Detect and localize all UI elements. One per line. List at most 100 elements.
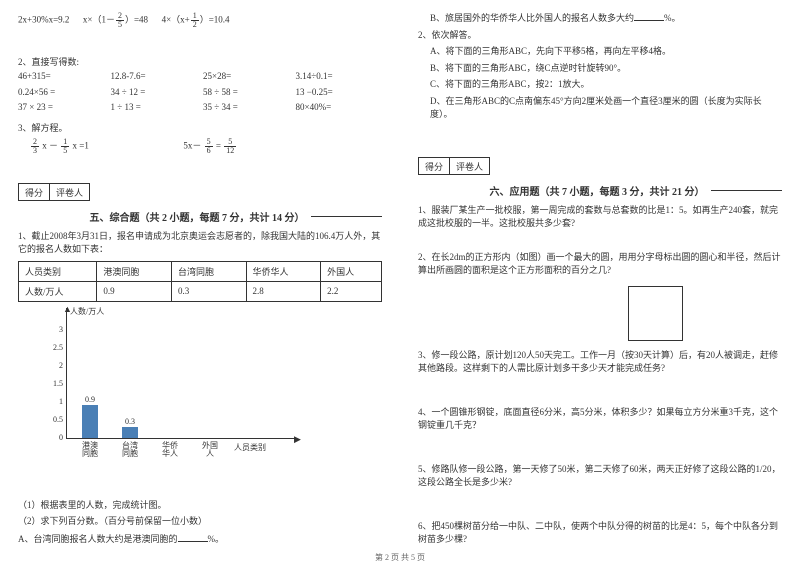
eq3a-post: x =1	[70, 140, 89, 150]
reviewer-label: 评卷人	[50, 184, 89, 200]
q5-1b: （2）求下列百分数。（百分号前保留一位小数）	[18, 515, 382, 529]
ytick: 1.5	[48, 379, 63, 388]
bar-label: 0.9	[80, 395, 100, 404]
eq1c-pre: 4×（x+	[162, 15, 190, 25]
section-2: 2、直接写得数:	[18, 55, 382, 68]
q6-5: 5、修路队修一段公路，第一天修了50米，第二天修了60米，两天正好修了这段公路的…	[418, 463, 782, 490]
eq3b-eq: =	[214, 140, 224, 150]
eq3b-f2: 512	[224, 138, 236, 155]
q6-2: 2、在长2dm的正方形内（如图）画一个最大的圆，用用分字母标出圆的圆心和半径，然…	[418, 251, 782, 278]
q5-1d: B、旅居国外的华侨华人比外国人的报名人数多大约 %。	[418, 11, 782, 26]
eq3a-mid: x －	[40, 140, 60, 150]
ytick: 1	[48, 397, 63, 406]
title6-text: 六、应用题（共 7 小题，每题 3 分，共计 21 分）	[490, 183, 705, 198]
eq3b-f1: 56	[205, 138, 213, 155]
td: 0.9	[97, 281, 172, 301]
y-axis	[66, 308, 67, 438]
q5-1c: A、台湾同胞报名人数大约是港澳同胞的 %。	[18, 532, 382, 547]
th: 港澳同胞	[97, 261, 172, 281]
left-column: 2x+30%x=9.2 x×（1－25）=48 4×（x+12）=10.4 2、…	[0, 0, 400, 545]
ytick: 2	[48, 361, 63, 370]
eq1b-pre: x×（1－	[83, 15, 115, 25]
calc-cell: 34 ÷ 12 =	[111, 86, 198, 100]
q5-1d-post: %。	[664, 13, 681, 23]
q5-1: 1、截止2008年3月31日，报名申请成为北京奥运会志愿者的，除我国大陆的106…	[18, 230, 382, 257]
q5-2c: C、将下面的三角形ABC，按2：1放大。	[418, 78, 782, 92]
section-3: 3、解方程。	[18, 121, 382, 134]
q6-4: 4、一个圆锥形钢锭，底面直径6分米，高5分米，体积多少？如果每立方分米重3千克，…	[418, 406, 782, 433]
xcat: 台湾同胞	[122, 442, 138, 460]
th: 人员类别	[19, 261, 97, 281]
x-axis	[66, 438, 296, 439]
calc-cell: 35 ÷ 34 =	[203, 101, 290, 115]
y-label: 人数/万人	[70, 306, 104, 317]
section-5-title: 五、综合题（共 2 小题，每题 7 分，共计 14 分）	[18, 209, 382, 224]
xcat: 港澳同胞	[82, 442, 98, 460]
eq1a: 2x+30%x=9.2	[18, 15, 69, 25]
ytick: 2.5	[48, 343, 63, 352]
calc-cell: 12.8-7.6=	[111, 70, 198, 84]
xcat: 外国人	[202, 442, 218, 460]
bar	[82, 405, 98, 437]
calc-cell: 0.24×56 =	[18, 86, 105, 100]
td: 人数/万人	[19, 281, 97, 301]
arrow-right-icon: ▶	[294, 434, 301, 445]
q5-2a: A、将下面的三角形ABC，先向下平移5格，再向左平移4格。	[418, 45, 782, 59]
ytick: 0	[48, 433, 63, 442]
reviewer-label: 评卷人	[450, 158, 489, 174]
q6-3: 3、修一段公路，原计划120人50天完工。工作一月（按30天计算）后，有20人被…	[418, 349, 782, 376]
title5-text: 五、综合题（共 2 小题，每题 7 分，共计 14 分）	[90, 209, 305, 224]
eq3a-f2: 15	[61, 138, 69, 155]
eq1b-frac: 25	[116, 12, 124, 29]
score-label: 得分	[419, 158, 450, 174]
blank	[178, 532, 208, 542]
blank	[634, 11, 664, 21]
score-box: 得分 评卷人	[18, 183, 90, 201]
bar-chart: ▲ ▶ 人数/万人 人员类别 0 0.5 1 1.5 2 2.5 3 0.9 0…	[48, 308, 308, 458]
score-label: 得分	[19, 184, 50, 200]
q5-1d-pre: B、旅居国外的华侨华人比外国人的报名人数多大约	[430, 13, 634, 23]
xcat: 华侨华人	[162, 442, 178, 460]
bar	[122, 427, 138, 438]
right-column: B、旅居国外的华侨华人比外国人的报名人数多大约 %。 2、依次解答。 A、将下面的…	[400, 0, 800, 545]
q5-1c-post: %。	[208, 534, 225, 544]
th: 华侨华人	[246, 261, 321, 281]
bar-label: 0.3	[120, 417, 140, 426]
q6-6: 6、把450棵树苗分给一中队、二中队，使两个中队分得的树苗的比是4：5，每个中队…	[418, 520, 782, 547]
table-row: 人数/万人 0.9 0.3 2.8 2.2	[19, 281, 382, 301]
score-box: 得分 评卷人	[418, 157, 490, 175]
calc-cell: 13 −0.25=	[296, 86, 383, 100]
equation-row-3: 23 x － 15 x =1 5x－ 56 = 512	[18, 138, 382, 155]
eq3a-f1: 23	[31, 138, 39, 155]
calc-cell: 58 ÷ 58 =	[203, 86, 290, 100]
calc-cell: 37 × 23 =	[18, 101, 105, 115]
square-figure	[628, 286, 683, 341]
calc-grid: 46+315= 12.8-7.6= 25×28= 3.14÷0.1= 0.24×…	[18, 70, 382, 115]
x-label: 人员类别	[234, 442, 266, 453]
th: 台湾同胞	[171, 261, 246, 281]
calc-cell: 46+315=	[18, 70, 105, 84]
calc-cell: 3.14÷0.1=	[296, 70, 383, 84]
page-footer: 第 2 页 共 5 页	[0, 552, 800, 563]
td: 2.2	[321, 281, 382, 301]
eq1c-frac: 12	[191, 12, 199, 29]
td: 2.8	[246, 281, 321, 301]
th: 外国人	[321, 261, 382, 281]
eq3b-pre: 5x－	[183, 140, 203, 150]
q6-1: 1、服装厂某生产一批校服，第一周完成的套数与总套数的比是1：5。如再生产240套…	[418, 204, 782, 231]
eq1c-post: ）=10.4	[200, 15, 230, 25]
calc-cell: 1 ÷ 13 =	[111, 101, 198, 115]
ytick: 3	[48, 325, 63, 334]
q5-2d: D、在三角形ABC的C点南偏东45°方向2厘米处画一个直径3厘米的圆（长度为实际…	[418, 95, 782, 122]
calc-cell: 80×40%=	[296, 101, 383, 115]
table-row: 人员类别 港澳同胞 台湾同胞 华侨华人 外国人	[19, 261, 382, 281]
q5-2b: B、将下面的三角形ABC，绕C点逆时针旋转90°。	[418, 62, 782, 76]
eq1b-post: ）=48	[125, 15, 148, 25]
q5-2: 2、依次解答。	[418, 29, 782, 43]
q5-1c-pre: A、台湾同胞报名人数大约是港澳同胞的	[18, 534, 178, 544]
q5-1a: （1）根据表里的人数，完成统计图。	[18, 499, 382, 513]
calc-cell: 25×28=	[203, 70, 290, 84]
section-6-title: 六、应用题（共 7 小题，每题 3 分，共计 21 分）	[418, 183, 782, 198]
equation-row-1: 2x+30%x=9.2 x×（1－25）=48 4×（x+12）=10.4	[18, 12, 382, 29]
ytick: 0.5	[48, 415, 63, 424]
